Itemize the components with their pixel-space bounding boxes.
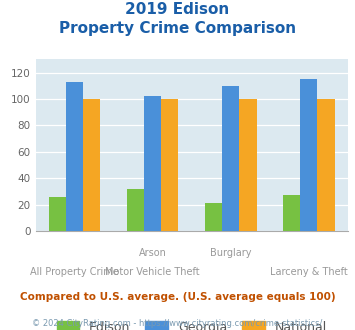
Text: Motor Vehicle Theft: Motor Vehicle Theft [105, 267, 200, 277]
Text: All Property Crime: All Property Crime [30, 267, 119, 277]
Bar [127, 189, 144, 231]
Text: © 2024 CityRating.com - https://www.cityrating.com/crime-statistics/: © 2024 CityRating.com - https://www.city… [32, 319, 323, 328]
Text: Arson: Arson [139, 248, 166, 258]
Text: Burglary: Burglary [210, 248, 251, 258]
Bar [161, 99, 179, 231]
Bar [205, 203, 222, 231]
Text: Property Crime Comparison: Property Crime Comparison [59, 21, 296, 36]
Bar [83, 99, 100, 231]
Bar [222, 86, 239, 231]
Bar [239, 99, 257, 231]
Legend: Edison, Georgia, National: Edison, Georgia, National [51, 316, 332, 330]
Bar [283, 195, 300, 231]
Bar [300, 79, 317, 231]
Bar [317, 99, 335, 231]
Bar [144, 96, 161, 231]
Text: Larceny & Theft: Larceny & Theft [270, 267, 348, 277]
Bar [49, 197, 66, 231]
Bar [66, 82, 83, 231]
Text: 2019 Edison: 2019 Edison [125, 2, 230, 16]
Text: Compared to U.S. average. (U.S. average equals 100): Compared to U.S. average. (U.S. average … [20, 292, 335, 302]
